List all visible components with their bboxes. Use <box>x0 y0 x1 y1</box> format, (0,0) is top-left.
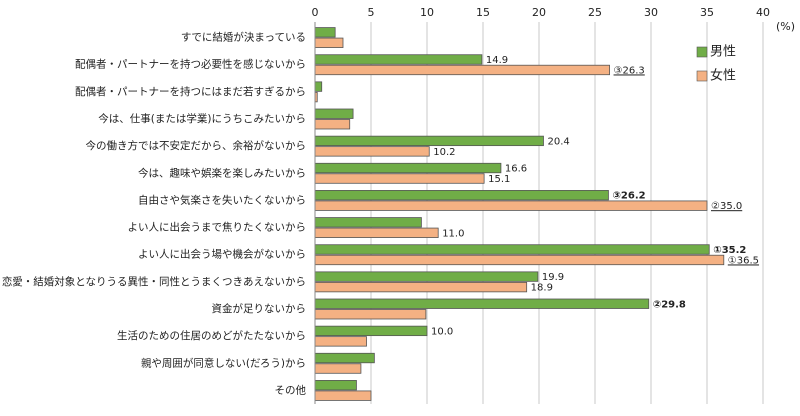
bar <box>314 254 725 266</box>
x-tick-label: 10 <box>420 6 434 19</box>
x-tick-label: 25 <box>588 6 602 19</box>
bar <box>314 135 544 147</box>
value-label: 19.9 <box>542 272 564 283</box>
value-label: 10.2 <box>433 147 455 158</box>
x-tick-label: 0 <box>312 6 319 19</box>
category-label: 生活のための住居のめどがたたないから <box>117 329 306 342</box>
bar <box>314 162 502 174</box>
x-tick-label: 35 <box>700 6 714 19</box>
category-label: 配偶者・パートナーを持つ必要性を感じないから <box>75 58 306 71</box>
value-label: 16.6 <box>505 164 527 175</box>
bar <box>314 309 427 320</box>
x-tick-label: 20 <box>532 6 546 19</box>
category-label: よい人に出会うまで焦りたくないから <box>128 221 307 234</box>
x-tick-label: 30 <box>644 6 658 19</box>
legend-swatch <box>696 70 708 82</box>
value-label: 18.9 <box>531 283 553 294</box>
bar <box>314 281 528 293</box>
bar <box>314 352 375 364</box>
bar <box>314 380 357 391</box>
bar <box>314 227 439 238</box>
bar <box>314 81 323 92</box>
bar <box>314 244 710 255</box>
value-label: 10.0 <box>431 326 453 337</box>
x-unit: (%) <box>776 20 795 33</box>
x-tick-label: 15 <box>476 6 490 19</box>
category-label: 自由さや気楽さを失いたくないから <box>138 193 306 206</box>
bar <box>314 119 351 130</box>
value-label: ②35.0 <box>711 201 742 212</box>
bar <box>314 146 430 157</box>
category-label: 今は、趣味や娯楽を楽しみたいから <box>138 166 306 179</box>
bar <box>314 37 344 48</box>
bar <box>314 27 336 38</box>
bar <box>314 325 428 337</box>
legend-label: 男性 <box>710 45 736 60</box>
legend-label: 女性 <box>710 68 736 84</box>
value-label: 11.0 <box>442 228 464 239</box>
x-tick-label: 5 <box>368 6 375 19</box>
bar <box>314 217 422 228</box>
value-label: ①36.5 <box>728 255 759 266</box>
value-label: ③26.3 <box>614 65 645 76</box>
bar <box>314 64 610 76</box>
category-label: 今の働き方では不安定だから、余裕がないから <box>86 139 307 152</box>
value-label: 20.4 <box>547 136 569 147</box>
value-label: ③26.2 <box>612 191 645 202</box>
category-label: 配偶者・パートナーを持つにはまだ若すぎるから <box>75 85 306 98</box>
bar <box>314 190 609 201</box>
bar <box>314 108 354 119</box>
bar <box>314 336 367 347</box>
bar <box>314 54 483 65</box>
x-tick-label: 40 <box>756 6 770 19</box>
bar <box>314 271 539 282</box>
value-label: 14.9 <box>486 55 508 66</box>
bar <box>314 390 372 401</box>
value-label: ②29.8 <box>653 299 686 310</box>
bar <box>314 200 708 211</box>
category-label: 資金が足りないから <box>212 302 307 315</box>
value-label: ①35.2 <box>713 245 746 256</box>
bar <box>314 298 650 309</box>
category-label: 親や周囲が同意しない(だろう)から <box>141 356 306 369</box>
legend-swatch <box>696 46 708 58</box>
category-label: 恋愛・結婚対象となりうる異性・同性とうまくつきあえないから <box>2 275 306 288</box>
bar <box>314 173 485 184</box>
category-label: その他 <box>275 383 307 396</box>
category-label: よい人に出会う場や機会がないから <box>138 248 306 261</box>
bar <box>314 363 362 374</box>
category-label: すでに結婚が決まっている <box>181 31 306 44</box>
value-label: 15.1 <box>488 174 510 185</box>
category-label: 今は、仕事(または学業)にうちこみたいから <box>98 112 306 125</box>
